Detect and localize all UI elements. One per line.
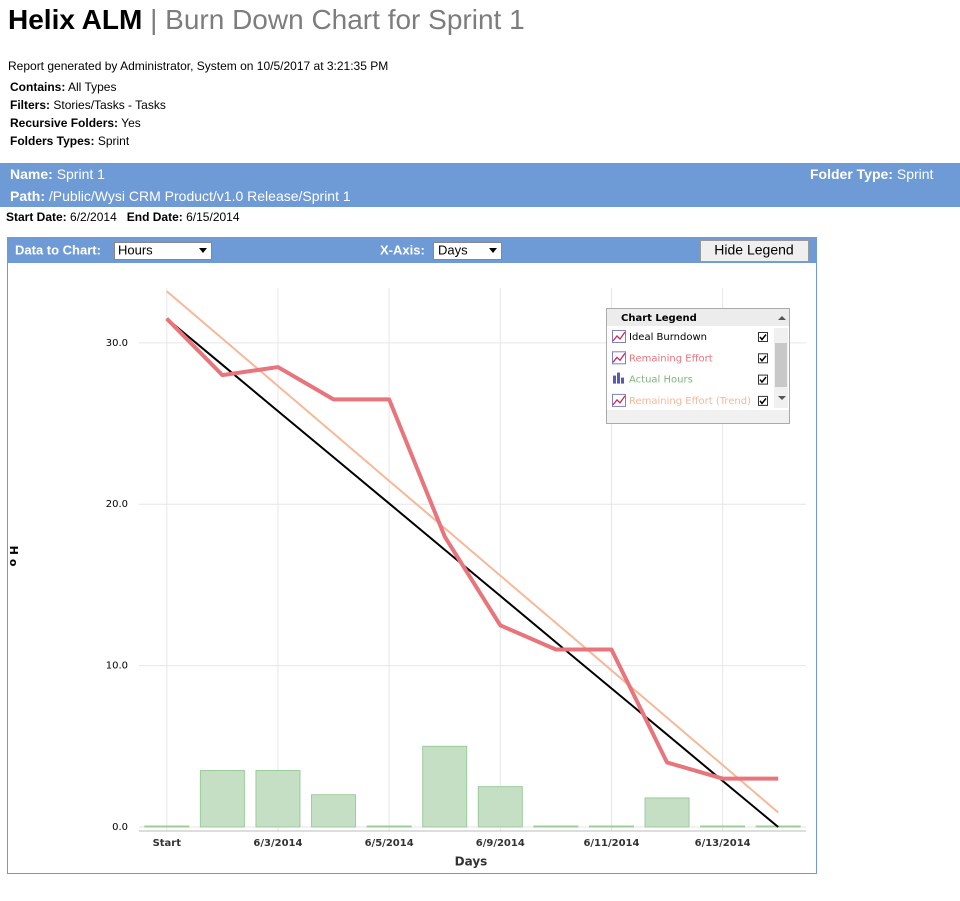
legend-checkbox[interactable] bbox=[758, 353, 768, 364]
bar bbox=[144, 825, 190, 828]
data-label: Data to Chart: bbox=[15, 242, 101, 257]
legend-icon bbox=[613, 375, 616, 384]
legend-header bbox=[607, 309, 789, 326]
bar bbox=[366, 825, 412, 828]
button-label: Hide Legend bbox=[714, 242, 793, 258]
select-arrow bbox=[489, 248, 497, 253]
filter-label: Contains: bbox=[10, 80, 66, 94]
legend-checkbox[interactable] bbox=[758, 332, 768, 342]
line-series bbox=[165, 317, 779, 781]
bar bbox=[588, 825, 634, 828]
filter-row: Recursive Folders: Yes bbox=[10, 116, 141, 130]
bar bbox=[700, 825, 746, 828]
label: Start Date: bbox=[6, 210, 67, 224]
legend-entry: Remaining Effort bbox=[629, 353, 713, 364]
value: 6/2/2014 bbox=[70, 210, 117, 224]
label: Path: bbox=[10, 188, 45, 204]
y-tick-label: 10.0 bbox=[106, 661, 128, 672]
filter-row: Contains: All Types bbox=[10, 80, 116, 94]
filter-label: Recursive Folders: bbox=[10, 116, 119, 130]
filter-value: Yes bbox=[121, 116, 141, 130]
bar bbox=[644, 797, 690, 828]
legend-footer bbox=[607, 410, 789, 423]
page-title: Helix ALM | Burn Down Chart for Sprint 1 bbox=[8, 4, 525, 36]
y-tick-label: 20.0 bbox=[106, 499, 128, 510]
check-mark bbox=[759, 355, 767, 363]
select-arrow bbox=[199, 248, 207, 253]
bar bbox=[255, 770, 301, 828]
filter-row: Filters: Stories/Tasks - Tasks bbox=[10, 98, 166, 112]
x-tick-label: 6/5/2014 bbox=[365, 838, 414, 849]
line-series bbox=[166, 317, 779, 828]
scrollbar-thumb bbox=[775, 343, 787, 387]
bar bbox=[311, 794, 357, 828]
y-axis-label: Ho bbox=[7, 546, 20, 571]
legend-entry: Actual Hours bbox=[629, 375, 693, 386]
folder-type: Folder Type: Sprint bbox=[810, 166, 933, 182]
label: Name: bbox=[10, 166, 53, 182]
bar bbox=[477, 786, 523, 828]
hide-legend-button[interactable] bbox=[700, 240, 809, 262]
y-tick-label: 0.0 bbox=[112, 822, 128, 833]
x-tick-label: 6/13/2014 bbox=[695, 838, 751, 849]
scroll-up bbox=[778, 316, 786, 320]
folder-bar: Name: Sprint 1 Folder Type: Sprint Path:… bbox=[0, 163, 960, 207]
filter-row: Folders Types: Sprint bbox=[10, 134, 129, 148]
filter-value: All Types bbox=[68, 80, 117, 94]
legend-title: Chart Legend bbox=[621, 313, 697, 324]
filter-label: Filters: bbox=[10, 98, 51, 112]
check-mark bbox=[759, 376, 767, 384]
data-select-value: Hours bbox=[118, 242, 153, 257]
value: Sprint bbox=[896, 166, 934, 182]
legend-checkbox[interactable] bbox=[758, 374, 768, 385]
legend: Chart Legend Ideal Burndown Remaining Effo… bbox=[606, 308, 790, 424]
legend-icon bbox=[612, 330, 626, 343]
scroll-down bbox=[778, 396, 786, 400]
x-tick-label: 6/11/2014 bbox=[583, 838, 639, 849]
x-axis-label: Days bbox=[455, 855, 488, 869]
report-generated: Report generated by Administrator, Syste… bbox=[8, 59, 389, 73]
filter-value: Stories/Tasks - Tasks bbox=[53, 98, 166, 112]
legend-icon bbox=[612, 393, 626, 407]
xaxis-label: X-Axis: bbox=[380, 242, 425, 257]
filter-label: Folders Types: bbox=[10, 134, 95, 148]
xaxis-select[interactable] bbox=[433, 242, 502, 260]
legend-icon bbox=[612, 395, 626, 406]
legend-icon bbox=[612, 331, 626, 342]
value: Sprint 1 bbox=[56, 166, 105, 182]
y-tick-label: 30.0 bbox=[106, 338, 128, 349]
value: 6/15/2014 bbox=[186, 210, 240, 224]
check-mark bbox=[759, 334, 767, 341]
x-tick-label: 6/9/2014 bbox=[476, 838, 525, 849]
subtitle: Burn Down Chart for Sprint 1 bbox=[165, 4, 525, 35]
x-tick-label: Start bbox=[153, 838, 182, 849]
check-mark bbox=[759, 397, 767, 405]
legend-entry: Ideal Burndown bbox=[629, 332, 707, 343]
legend-icon bbox=[617, 372, 620, 384]
label: Folder Type: bbox=[810, 166, 893, 182]
folder-name: Name: Sprint 1 bbox=[10, 166, 105, 182]
bar bbox=[199, 770, 245, 828]
legend-icon bbox=[612, 352, 626, 363]
legend-checkbox[interactable] bbox=[758, 395, 768, 406]
legend-entry: Remaining Effort (Trend) bbox=[629, 396, 751, 407]
legend-icon bbox=[621, 377, 624, 384]
filter-value: Sprint bbox=[97, 134, 130, 148]
bar bbox=[422, 745, 468, 828]
line-series bbox=[166, 290, 779, 814]
title: Helix ALM bbox=[8, 4, 143, 35]
separator: | bbox=[150, 4, 158, 35]
x-tick-label: 6/3/2014 bbox=[253, 838, 302, 849]
folder-path: Path: /Public/Wysi CRM Product/v1.0 Rele… bbox=[10, 188, 351, 204]
legend-icon bbox=[612, 351, 626, 365]
dates: Start Date: 6/2/2014 End Date: 6/15/2014 bbox=[6, 210, 240, 224]
label: End Date: bbox=[126, 210, 183, 224]
bar bbox=[533, 825, 579, 828]
xaxis-select-value: Days bbox=[438, 242, 468, 257]
data-select[interactable] bbox=[114, 242, 212, 260]
value: /Public/Wysi CRM Product/v1.0 Release/Sp… bbox=[48, 188, 351, 204]
